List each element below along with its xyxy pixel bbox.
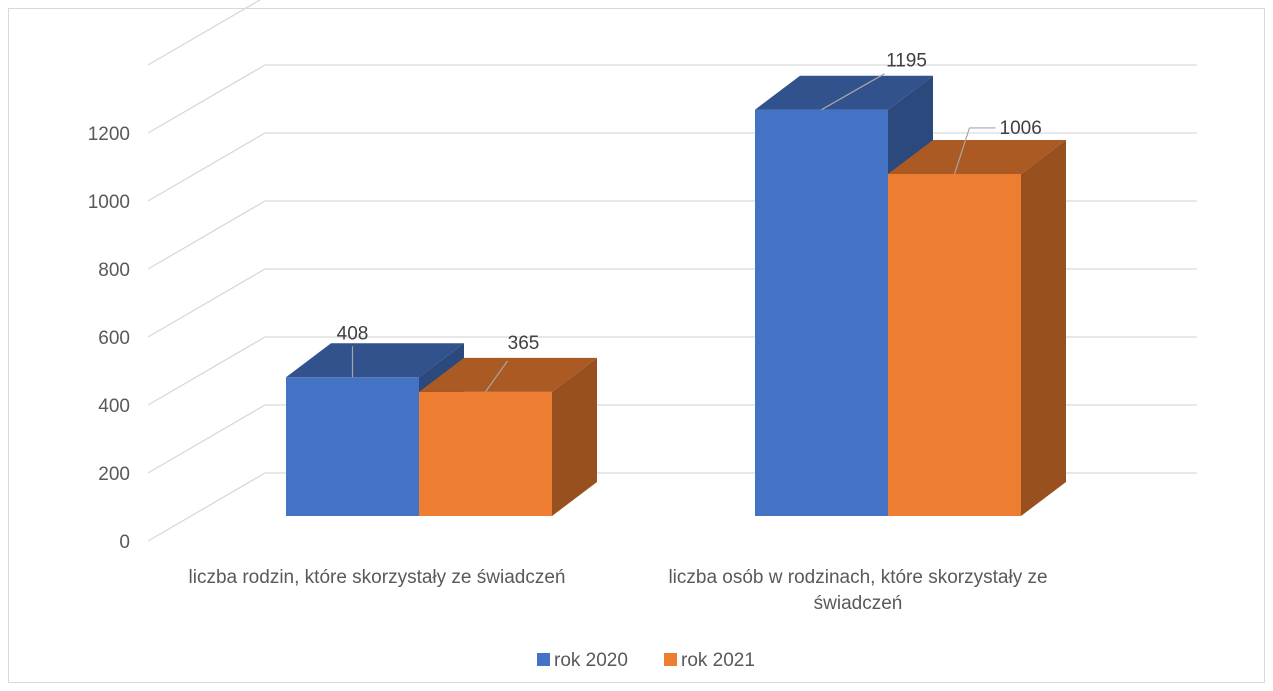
bar-top — [755, 75, 933, 110]
y-tick-label: 200 — [98, 464, 130, 485]
legend-label: rok 2020 — [554, 650, 628, 671]
gridline-diagonal — [147, 200, 266, 270]
gridline-diagonal — [147, 0, 262, 66]
data-label: 1195 — [886, 51, 927, 72]
gridline-diagonal — [147, 64, 266, 134]
gridline-diagonal — [147, 132, 266, 202]
y-tick-label: 800 — [98, 260, 130, 281]
bar-top — [419, 357, 597, 392]
bar-top — [888, 139, 1066, 174]
y-tick-label: 1000 — [88, 192, 130, 213]
bar-front — [286, 377, 419, 516]
gridline-diagonal — [147, 268, 266, 338]
data-label: 1006 — [1000, 118, 1042, 139]
bar-front — [419, 391, 552, 516]
legend-swatch — [537, 653, 550, 666]
bar-front — [888, 173, 1021, 516]
data-label-leader — [485, 360, 508, 393]
legend-swatch — [664, 653, 677, 666]
bar-side — [1021, 139, 1066, 516]
data-label: 408 — [337, 323, 369, 344]
x-category-label: świadczeń — [814, 593, 903, 614]
gridline-diagonal — [147, 336, 266, 406]
data-label-leader — [953, 127, 971, 175]
legend-label: rok 2021 — [681, 650, 755, 671]
y-tick-label: 1200 — [88, 124, 130, 145]
y-tick-label: 0 — [119, 532, 130, 553]
gridline-diagonal — [147, 472, 266, 542]
y-tick-label: 600 — [98, 328, 130, 349]
y-tick-label: 400 — [98, 396, 130, 417]
bar-front — [755, 109, 888, 516]
bar-side — [552, 357, 597, 516]
x-category-label: liczba rodzin, które skorzystały ze świa… — [189, 567, 566, 588]
data-label-leader — [821, 73, 885, 111]
data-label: 365 — [508, 333, 540, 354]
gridline-diagonal — [147, 404, 266, 474]
x-category-label: liczba osób w rodzinach, które skorzysta… — [668, 567, 1047, 588]
bar-top — [286, 343, 464, 378]
